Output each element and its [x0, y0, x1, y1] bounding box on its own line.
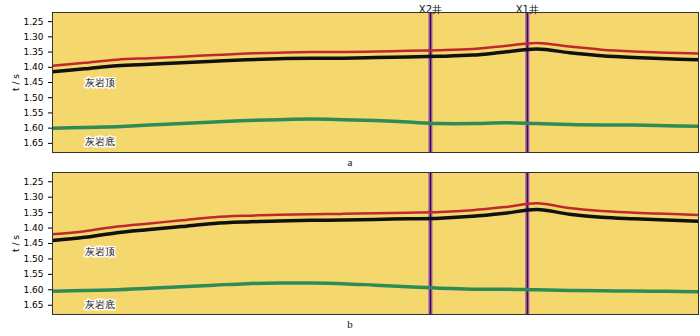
html-text:a: a	[347, 156, 353, 168]
svg-text:1.45: 1.45	[23, 238, 43, 248]
svg-text:灰岩顶: 灰岩顶	[85, 77, 115, 88]
svg-text:1.65: 1.65	[23, 138, 43, 148]
svg-text:1.40: 1.40	[23, 62, 43, 72]
svg-text:1.50: 1.50	[23, 254, 43, 264]
svg-text:1.25: 1.25	[23, 17, 43, 27]
svg-text:1.65: 1.65	[23, 300, 43, 310]
svg-text:X1井: X1井	[515, 3, 539, 15]
svg-text:1.55: 1.55	[23, 108, 43, 118]
html-text:b: b	[347, 318, 353, 330]
svg-text:1.60: 1.60	[23, 123, 43, 133]
svg-text:t / s: t / s	[11, 74, 21, 91]
svg-text:1.35: 1.35	[23, 47, 43, 57]
svg-text:X2井: X2井	[418, 3, 442, 15]
svg-text:灰岩顶: 灰岩顶	[85, 246, 115, 257]
svg-text:1.60: 1.60	[23, 285, 43, 295]
svg-text:1.30: 1.30	[23, 192, 43, 202]
svg-text:1.35: 1.35	[23, 208, 43, 218]
svg-text:t / s: t / s	[11, 235, 21, 252]
svg-text:1.30: 1.30	[23, 32, 43, 42]
svg-text:灰岩底: 灰岩底	[85, 136, 115, 147]
svg-text:1.25: 1.25	[23, 177, 43, 187]
svg-text:1.40: 1.40	[23, 223, 43, 233]
svg-text:灰岩底: 灰岩底	[85, 299, 115, 310]
svg-text:1.45: 1.45	[23, 77, 43, 87]
svg-text:1.50: 1.50	[23, 93, 43, 103]
svg-text:1.55: 1.55	[23, 269, 43, 279]
